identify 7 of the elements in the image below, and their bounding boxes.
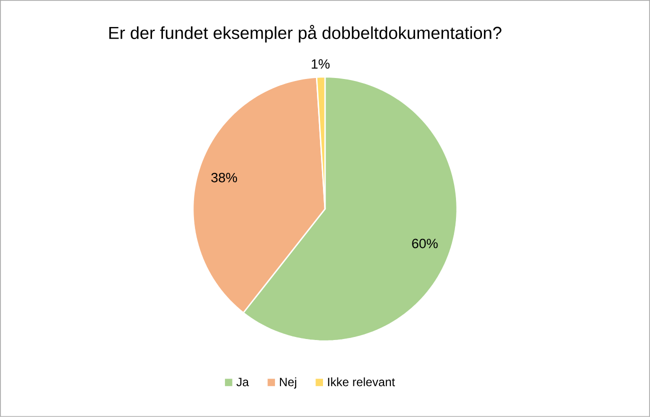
chart-title: Er der fundet eksempler på dobbeltdokumentation? — [109, 24, 502, 43]
data-label: 60% — [412, 238, 438, 248]
legend-label: Ja — [236, 378, 249, 386]
data-label: 38% — [211, 172, 238, 182]
legend-label: Nej — [280, 377, 296, 389]
data-label: 1% — [312, 59, 330, 69]
legend-label: Ikke relevant — [328, 377, 395, 386]
